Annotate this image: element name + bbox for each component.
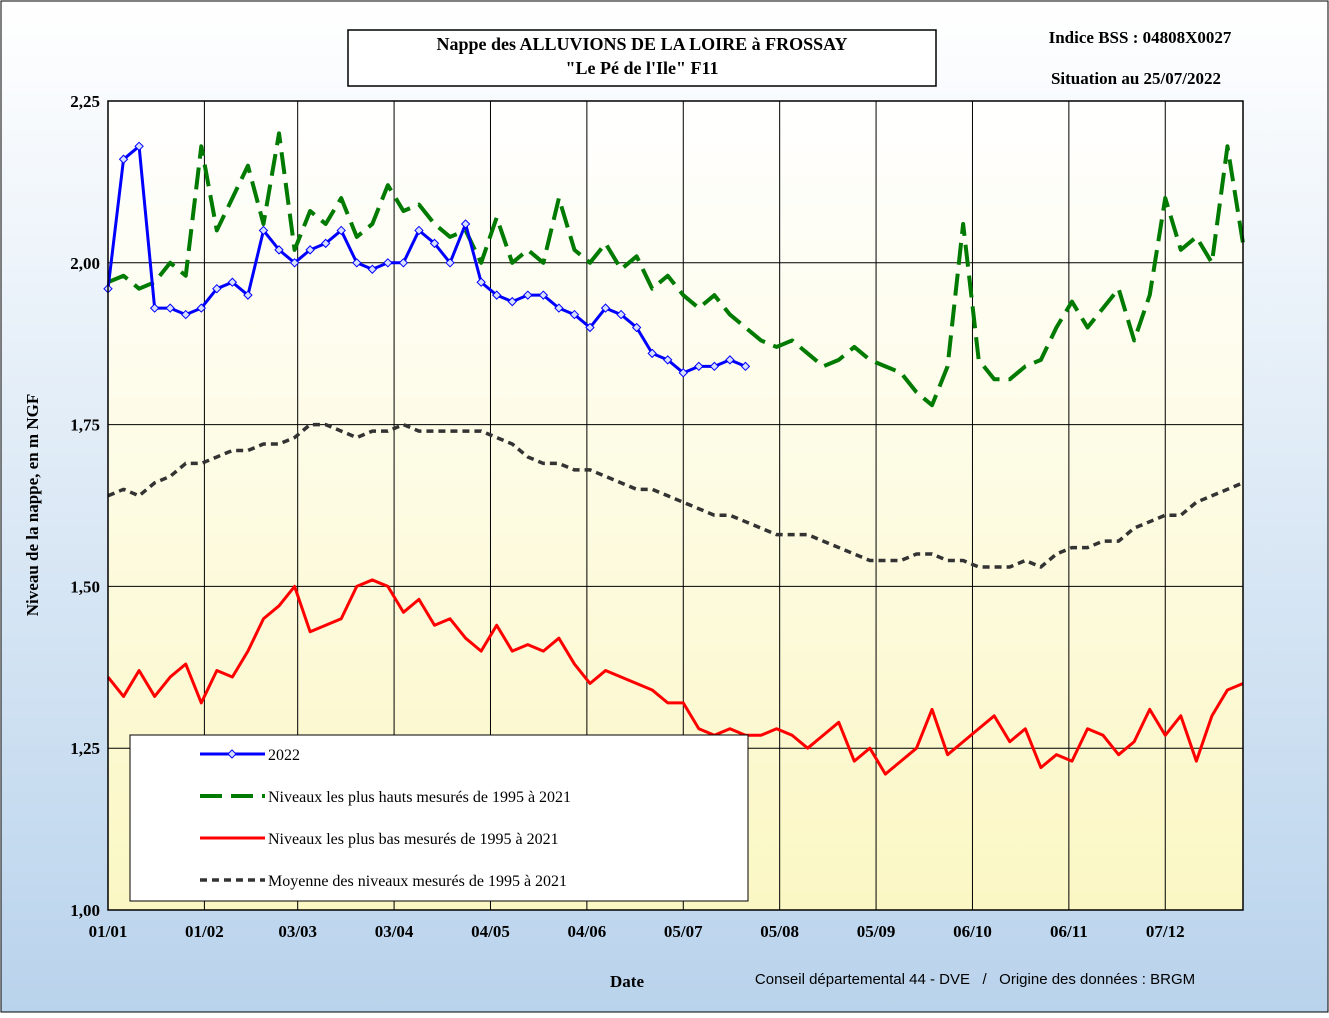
point <box>600 303 611 313</box>
point <box>227 277 238 287</box>
x-tick-label: 07/12 <box>1146 922 1185 941</box>
y-tick-label: 2,25 <box>70 92 100 111</box>
point <box>165 303 175 313</box>
legend-marker <box>227 749 237 759</box>
x-tick-label: 03/04 <box>375 922 414 941</box>
point <box>476 277 486 287</box>
legend-label: Moyenne des niveaux mesurés de 1995 à 20… <box>268 873 567 890</box>
point <box>196 303 206 313</box>
point <box>585 322 595 333</box>
x-tick-label: 05/07 <box>664 922 703 941</box>
point <box>740 361 751 372</box>
x-tick-label: 01/01 <box>89 922 128 941</box>
x-axis-label: Date <box>610 972 644 991</box>
y-tick-label: 2,00 <box>70 254 100 273</box>
point <box>336 225 346 236</box>
point <box>305 245 315 255</box>
point <box>383 258 393 268</box>
point <box>663 355 673 365</box>
y-axis-label: Niveau de la nappe, en m NGF <box>23 394 42 616</box>
legend-label: Niveaux les plus hauts mesurés de 1995 à… <box>268 789 571 806</box>
legend-label: Niveaux les plus bas mesurés de 1995 à 2… <box>268 831 559 848</box>
point <box>149 303 160 313</box>
point <box>134 141 144 152</box>
point <box>274 245 284 255</box>
point <box>554 303 564 313</box>
point <box>181 309 191 320</box>
point <box>523 290 533 300</box>
annotation: Conseil départemental 44 - DVE / Origine… <box>755 971 1195 988</box>
point <box>491 290 502 300</box>
point <box>258 225 269 236</box>
point <box>538 290 549 300</box>
point <box>398 258 409 268</box>
point <box>445 258 455 268</box>
title-box <box>347 29 937 87</box>
point <box>631 322 642 333</box>
point <box>507 296 517 307</box>
point <box>289 258 300 268</box>
x-tick-label: 04/06 <box>568 922 607 941</box>
chart-title: Nappe des ALLUVIONS DE LA LOIRE à FROSSA… <box>437 34 848 54</box>
series-line <box>106 578 1244 776</box>
point <box>460 219 471 229</box>
series-line <box>106 144 747 375</box>
point <box>212 283 222 294</box>
annotation: Situation au 25/07/2022 <box>1051 69 1221 88</box>
point <box>414 225 424 236</box>
y-tick-label: 1,50 <box>70 577 100 596</box>
x-tick-label: 06/11 <box>1050 922 1088 941</box>
point <box>725 355 735 365</box>
legend <box>129 734 749 902</box>
x-tick-label: 01/02 <box>185 922 224 941</box>
point <box>694 361 704 372</box>
chart-title: "Le Pé de l'Ile" F11 <box>566 58 719 78</box>
point <box>367 264 378 274</box>
annotation: Indice BSS : 04808X0027 <box>1049 28 1232 47</box>
point <box>678 368 688 378</box>
point <box>647 348 657 359</box>
point <box>429 238 440 249</box>
x-tick-label: 05/08 <box>760 922 799 941</box>
x-tick-label: 05/09 <box>857 922 896 941</box>
y-tick-label: 1,25 <box>70 739 100 758</box>
point <box>709 361 720 372</box>
legend-label: 2022 <box>268 747 300 764</box>
y-tick-label: 1,00 <box>70 901 100 920</box>
point <box>569 309 580 320</box>
y-tick-label: 1,75 <box>70 416 100 435</box>
x-tick-label: 03/03 <box>278 922 317 941</box>
point <box>616 309 626 320</box>
series-line <box>107 422 1244 569</box>
point <box>320 238 331 249</box>
point <box>352 258 362 268</box>
point <box>118 154 129 164</box>
point <box>243 290 253 300</box>
series-line <box>107 131 1245 408</box>
x-tick-label: 06/10 <box>953 922 992 941</box>
plot-border <box>107 100 1244 911</box>
x-tick-label: 04/05 <box>471 922 510 941</box>
